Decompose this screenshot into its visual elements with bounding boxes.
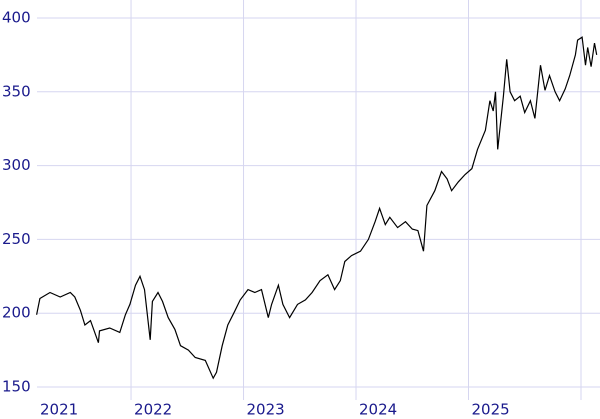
price-line bbox=[36, 36, 598, 380]
x-tick-label: 2021 bbox=[40, 401, 78, 419]
y-tick-label: 400 bbox=[2, 9, 31, 27]
y-tick-label: 200 bbox=[2, 304, 31, 322]
x-tick-label: 2025 bbox=[472, 401, 510, 419]
x-tick-label: 2024 bbox=[359, 401, 397, 419]
y-tick-label: 250 bbox=[2, 230, 31, 248]
x-tick-label: 2023 bbox=[247, 401, 285, 419]
y-tick-label: 150 bbox=[2, 378, 31, 396]
y-tick-label: 350 bbox=[2, 82, 31, 100]
x-tick-label: 2022 bbox=[134, 401, 172, 419]
y-tick-label: 300 bbox=[2, 156, 31, 174]
